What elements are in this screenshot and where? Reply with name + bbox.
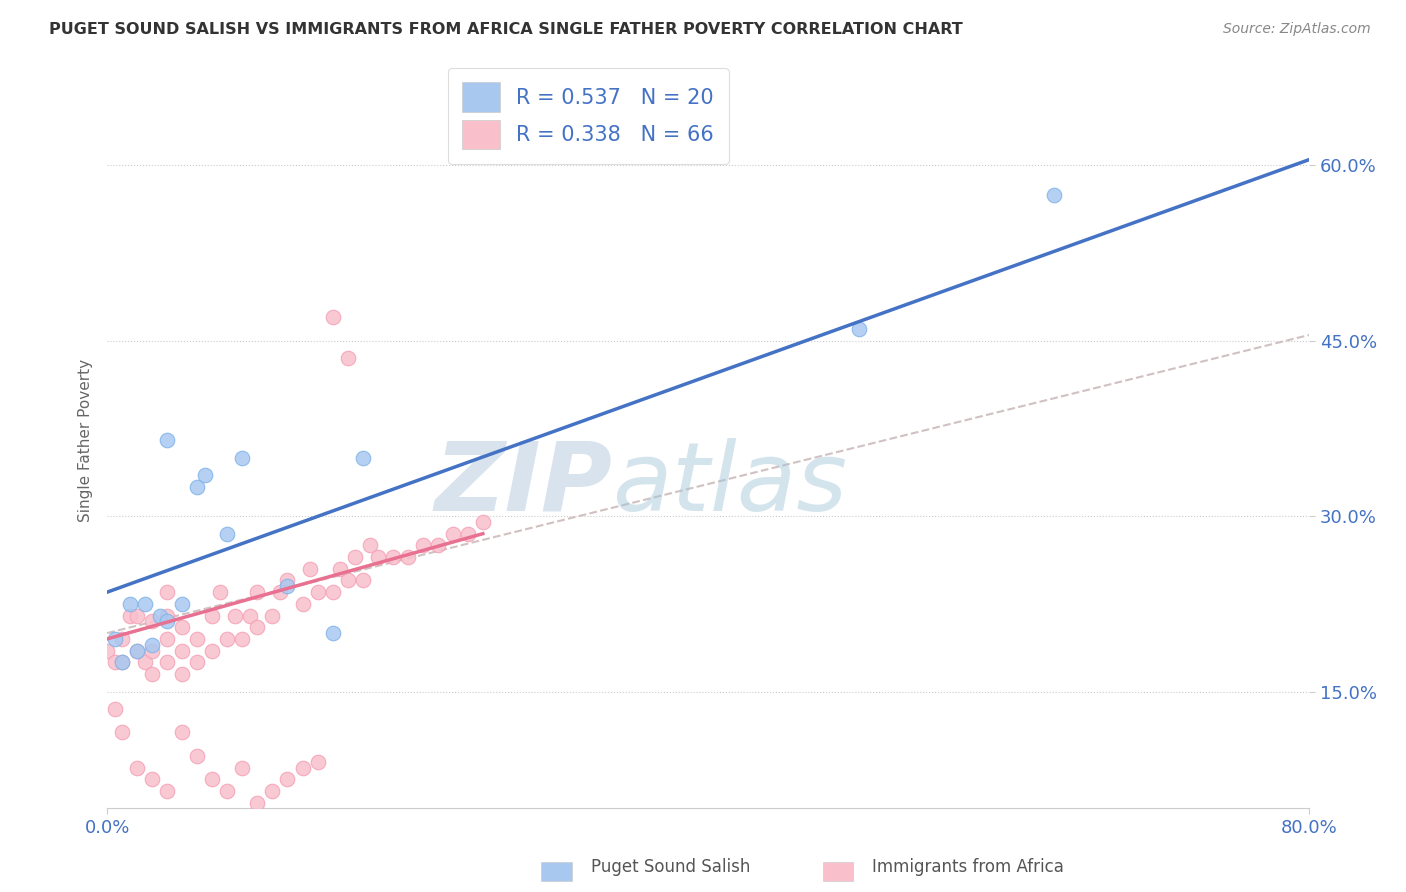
Point	[141, 615, 163, 629]
Point	[231, 760, 253, 774]
Point	[307, 585, 329, 599]
Point	[186, 655, 208, 669]
Point	[344, 550, 367, 565]
Point	[291, 760, 314, 774]
Point	[186, 748, 208, 763]
Point	[201, 772, 224, 787]
Point	[322, 626, 344, 640]
Point	[224, 608, 246, 623]
Point	[412, 538, 434, 552]
Point	[299, 562, 322, 576]
Point	[172, 597, 194, 611]
Point	[127, 643, 149, 657]
Text: ZIP: ZIP	[434, 438, 612, 531]
Point	[352, 450, 374, 465]
Point	[336, 351, 359, 366]
Point	[156, 615, 179, 629]
Point	[156, 608, 179, 623]
Point	[141, 667, 163, 681]
Point	[141, 772, 163, 787]
Point	[246, 620, 269, 634]
Point	[149, 608, 172, 623]
Point	[186, 632, 208, 646]
Point	[208, 585, 231, 599]
Point	[201, 643, 224, 657]
Point	[134, 655, 156, 669]
Point	[156, 433, 179, 447]
Point	[322, 585, 344, 599]
Point	[111, 725, 134, 739]
Point	[194, 468, 217, 483]
Point	[291, 597, 314, 611]
Text: Source: ZipAtlas.com: Source: ZipAtlas.com	[1223, 22, 1371, 37]
Point	[172, 620, 194, 634]
Point	[336, 574, 359, 588]
Point	[441, 526, 464, 541]
Point	[276, 579, 298, 593]
Point	[239, 608, 262, 623]
Point	[217, 632, 239, 646]
Point	[111, 655, 134, 669]
Point	[262, 784, 284, 798]
Point	[276, 574, 298, 588]
Point	[104, 702, 127, 716]
Point	[134, 597, 156, 611]
Point	[156, 585, 179, 599]
Point	[156, 655, 179, 669]
Point	[269, 585, 291, 599]
Point	[127, 608, 149, 623]
Legend: R = 0.537   N = 20, R = 0.338   N = 66: R = 0.537 N = 20, R = 0.338 N = 66	[447, 68, 728, 164]
Text: PUGET SOUND SALISH VS IMMIGRANTS FROM AFRICA SINGLE FATHER POVERTY CORRELATION C: PUGET SOUND SALISH VS IMMIGRANTS FROM AF…	[49, 22, 963, 37]
Point	[217, 526, 239, 541]
Point	[359, 538, 381, 552]
Point	[231, 450, 253, 465]
Point	[848, 322, 870, 336]
Point	[307, 755, 329, 769]
Point	[96, 643, 118, 657]
Text: Immigrants from Africa: Immigrants from Africa	[872, 858, 1063, 876]
Point	[186, 480, 208, 494]
Point	[381, 550, 404, 565]
Y-axis label: Single Father Poverty: Single Father Poverty	[79, 359, 93, 522]
Point	[118, 608, 141, 623]
Point	[127, 760, 149, 774]
Point	[217, 784, 239, 798]
Point	[111, 655, 134, 669]
Point	[246, 796, 269, 810]
Point	[141, 638, 163, 652]
Point	[156, 784, 179, 798]
Point	[276, 772, 298, 787]
Point	[367, 550, 389, 565]
Point	[172, 643, 194, 657]
Point	[127, 643, 149, 657]
Point	[457, 526, 479, 541]
Point	[104, 655, 127, 669]
Point	[471, 515, 494, 529]
Point	[104, 632, 127, 646]
Point	[172, 667, 194, 681]
Point	[172, 725, 194, 739]
Point	[118, 597, 141, 611]
Point	[352, 574, 374, 588]
Text: Puget Sound Salish: Puget Sound Salish	[591, 858, 749, 876]
Point	[426, 538, 449, 552]
Point	[201, 608, 224, 623]
Point	[322, 310, 344, 325]
Point	[329, 562, 352, 576]
Point	[156, 632, 179, 646]
Point	[231, 632, 253, 646]
Point	[396, 550, 419, 565]
Point	[111, 632, 134, 646]
Point	[246, 585, 269, 599]
Point	[1043, 187, 1066, 202]
Point	[262, 608, 284, 623]
Point	[141, 643, 163, 657]
Text: atlas: atlas	[612, 438, 846, 531]
